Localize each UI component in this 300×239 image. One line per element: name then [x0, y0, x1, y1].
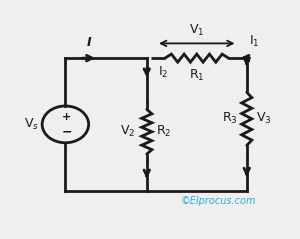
Text: R$_1$: R$_1$: [189, 68, 205, 83]
Text: R$_2$: R$_2$: [156, 124, 172, 139]
Text: V$_2$: V$_2$: [120, 124, 135, 139]
Text: I$_2$: I$_2$: [158, 65, 169, 80]
Text: R$_3$: R$_3$: [222, 111, 238, 126]
Text: ©Elprocus.com: ©Elprocus.com: [181, 196, 256, 206]
Text: V$_1$: V$_1$: [189, 23, 205, 38]
Text: V$_s$: V$_s$: [24, 117, 39, 132]
Text: V$_3$: V$_3$: [256, 111, 272, 126]
Text: −: −: [61, 125, 72, 138]
Text: I$_1$: I$_1$: [249, 34, 260, 49]
Text: +: +: [62, 112, 71, 122]
Text: I: I: [86, 36, 91, 49]
